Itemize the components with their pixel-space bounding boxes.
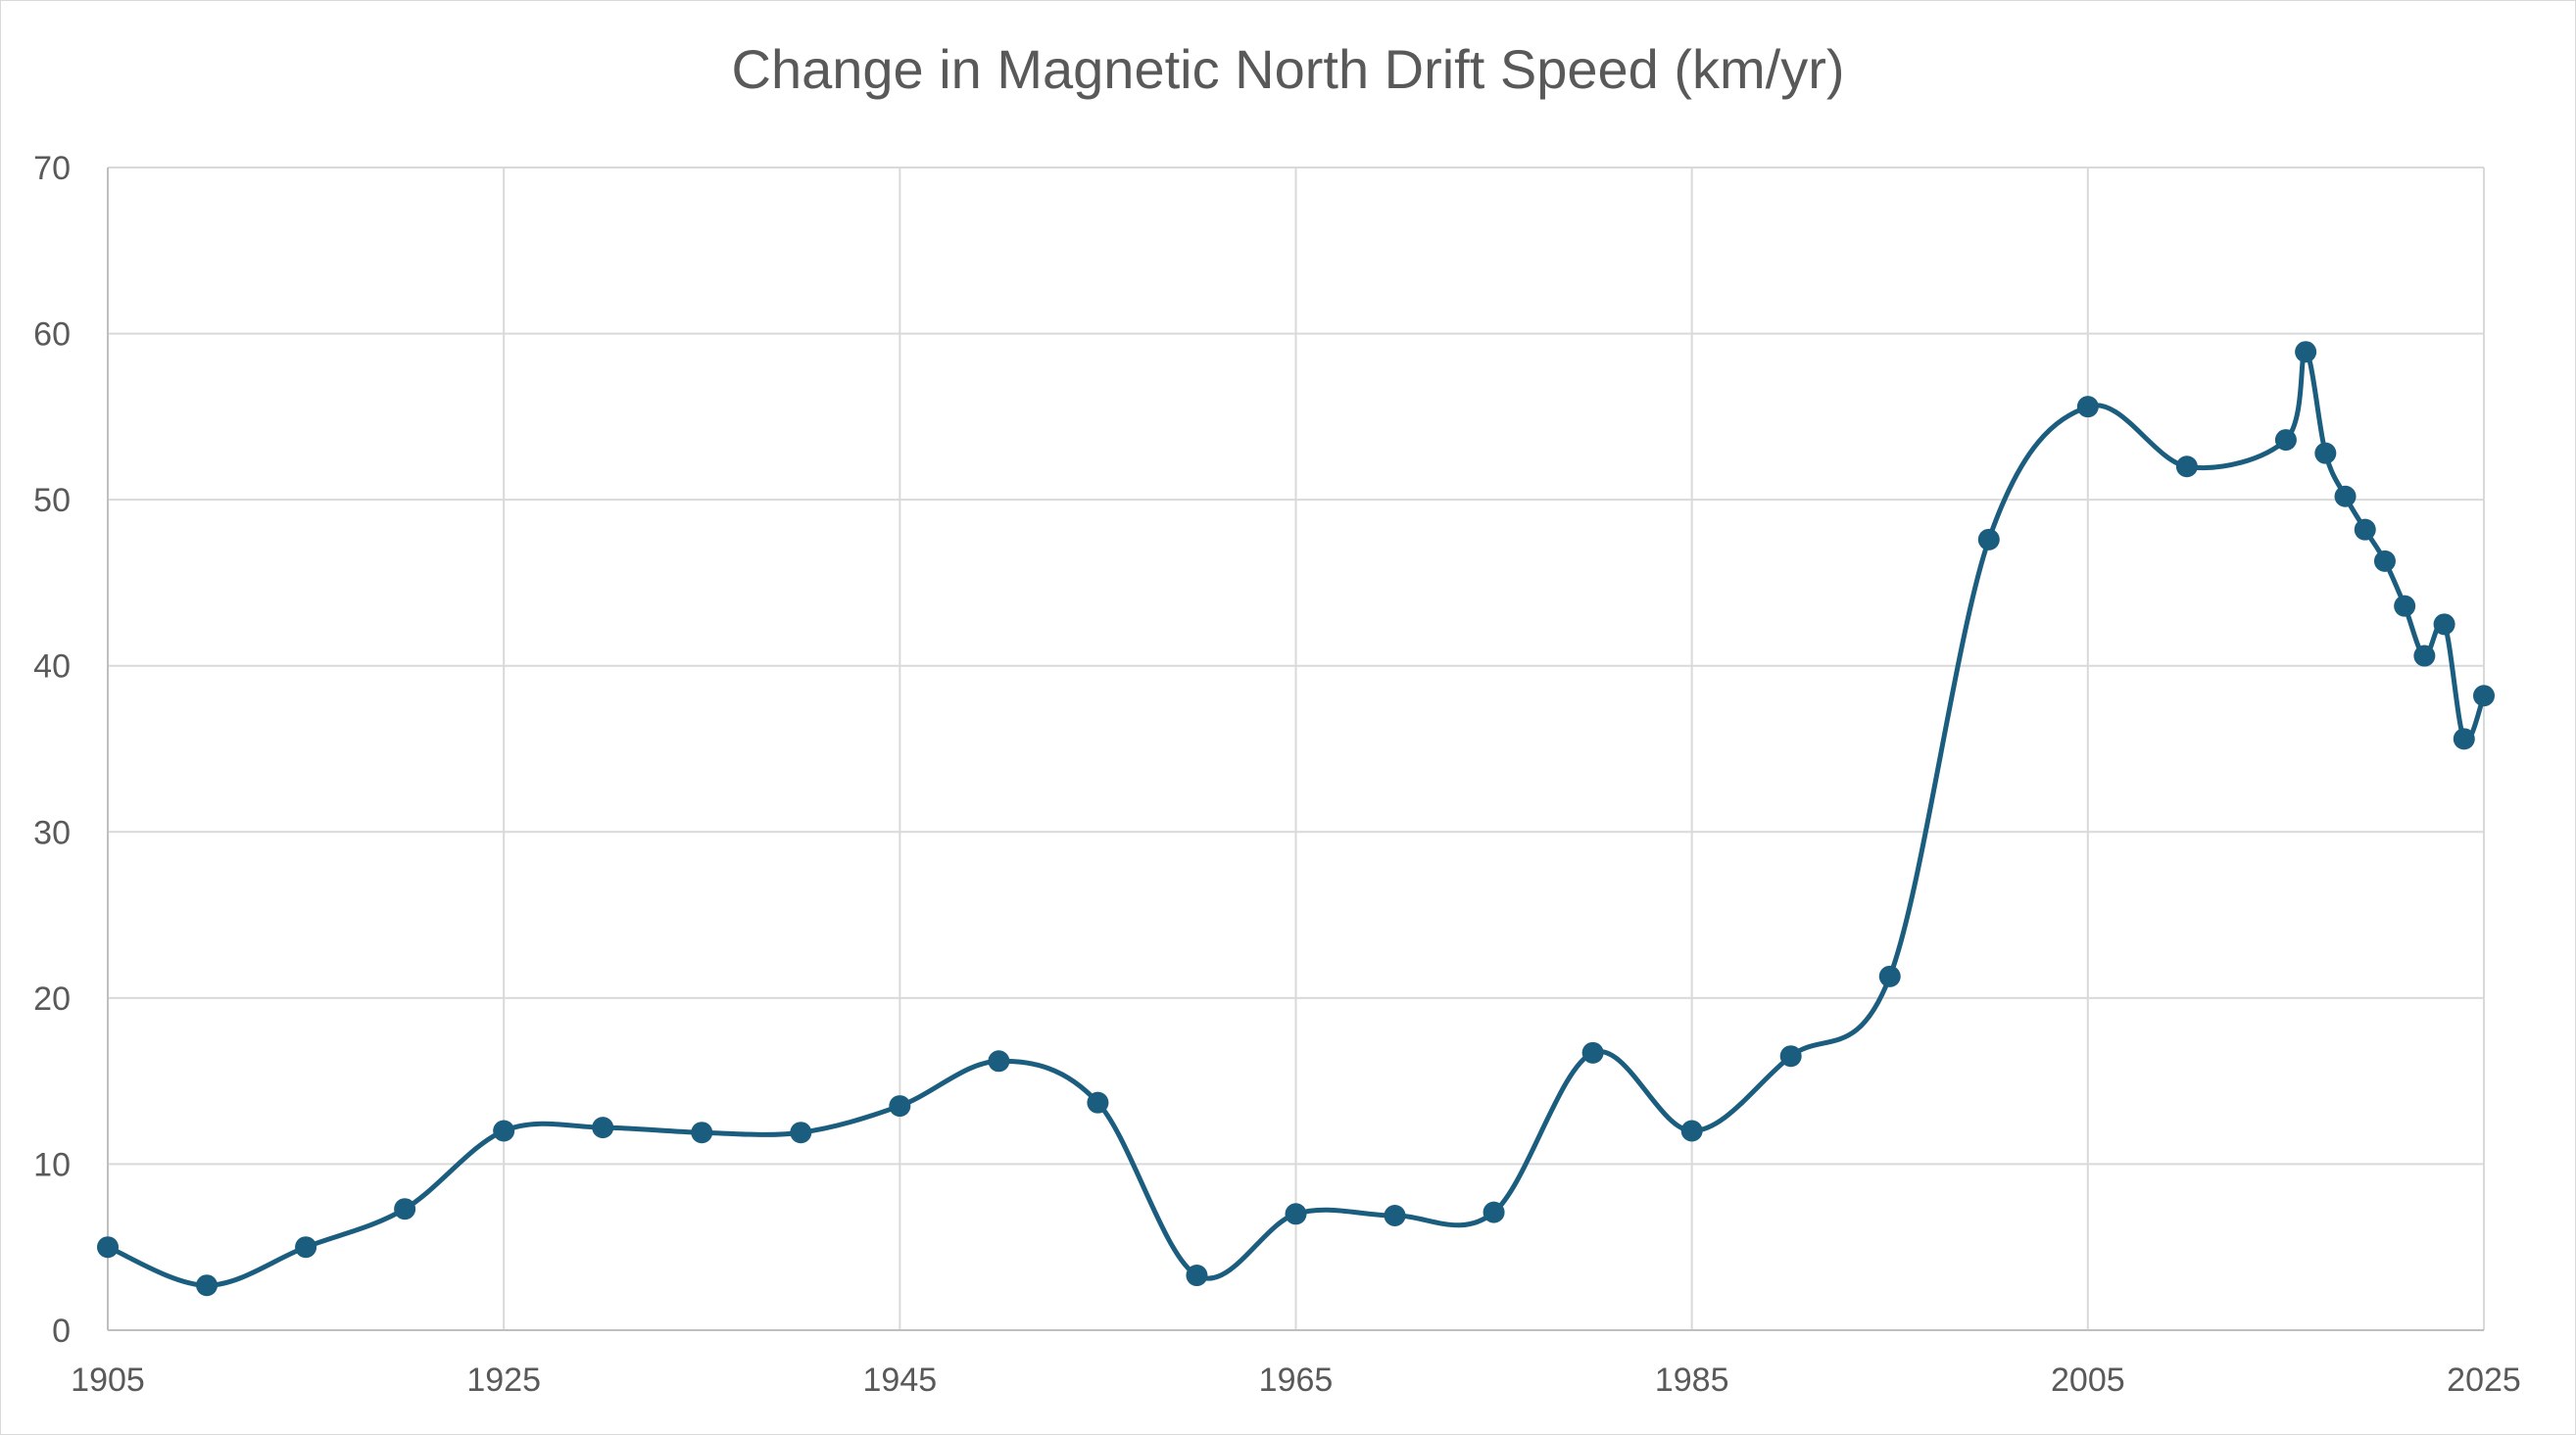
data-point-2023 xyxy=(2433,613,2455,636)
data-point-2015 xyxy=(2274,429,2297,452)
data-point-2010 xyxy=(2175,455,2198,478)
data-point-2018 xyxy=(2334,485,2357,507)
x-tick-label-1945: 1945 xyxy=(863,1362,938,1399)
data-point-1935 xyxy=(691,1122,713,1144)
data-point-2024 xyxy=(2453,728,2475,750)
data-point-1950 xyxy=(988,1050,1010,1073)
data-point-1975 xyxy=(1482,1201,1505,1223)
data-point-1995 xyxy=(1878,965,1901,987)
x-tick-label-1985: 1985 xyxy=(1655,1362,1729,1399)
axes xyxy=(107,167,2484,1331)
y-tick-label-10: 10 xyxy=(33,1146,71,1183)
data-point-1905 xyxy=(97,1236,119,1259)
horizontal-gridlines xyxy=(108,167,2484,1166)
data-point-2016 xyxy=(2295,341,2317,363)
data-point-1970 xyxy=(1384,1204,1406,1226)
series-line-0 xyxy=(105,349,2487,1288)
data-point-1945 xyxy=(889,1095,911,1118)
y-tick-label-30: 30 xyxy=(33,814,71,851)
data-point-1965 xyxy=(1285,1203,1307,1225)
data-point-1930 xyxy=(592,1117,614,1139)
points-layer xyxy=(97,341,2495,1297)
vertical-gridlines xyxy=(503,167,2485,1330)
x-tick-label-1925: 1925 xyxy=(466,1362,541,1399)
y-tick-label-60: 60 xyxy=(33,316,71,354)
y-tick-label-50: 50 xyxy=(33,482,71,519)
data-point-1960 xyxy=(1186,1265,1208,1287)
data-point-1990 xyxy=(1779,1045,1802,1068)
y-axis-tick-labels: 0 10 20 30 40 50 60 70 xyxy=(33,150,71,1350)
series-layer xyxy=(105,349,2487,1288)
data-point-1915 xyxy=(295,1236,317,1259)
data-point-1910 xyxy=(196,1274,219,1297)
data-point-1985 xyxy=(1680,1120,1703,1142)
x-tick-label-2005: 2005 xyxy=(2051,1362,2125,1399)
x-tick-label-2025: 2025 xyxy=(2447,1362,2521,1399)
data-point-2025 xyxy=(2473,685,2495,707)
data-point-2021 xyxy=(2394,595,2416,617)
data-point-1980 xyxy=(1581,1041,1604,1064)
x-tick-label-1965: 1965 xyxy=(1259,1362,1334,1399)
data-point-2022 xyxy=(2413,645,2436,667)
y-tick-label-70: 70 xyxy=(33,150,71,187)
data-point-2000 xyxy=(1977,528,2000,550)
y-tick-label-20: 20 xyxy=(33,981,71,1018)
chart-title: Change in Magnetic North Drift Speed (km… xyxy=(731,38,1845,100)
data-point-2019 xyxy=(2354,518,2376,541)
data-point-2005 xyxy=(2076,396,2099,418)
y-tick-label-40: 40 xyxy=(33,648,71,686)
data-point-2020 xyxy=(2373,550,2396,572)
data-point-1920 xyxy=(394,1198,416,1220)
y-tick-label-0: 0 xyxy=(52,1313,71,1350)
data-point-2017 xyxy=(2314,442,2337,464)
x-tick-label-1905: 1905 xyxy=(71,1362,145,1399)
data-point-1940 xyxy=(790,1122,812,1144)
data-point-1925 xyxy=(493,1120,515,1142)
x-axis-tick-labels: 1905 1925 1945 1965 1985 2005 2025 xyxy=(71,1362,2521,1399)
data-point-1955 xyxy=(1087,1091,1109,1114)
